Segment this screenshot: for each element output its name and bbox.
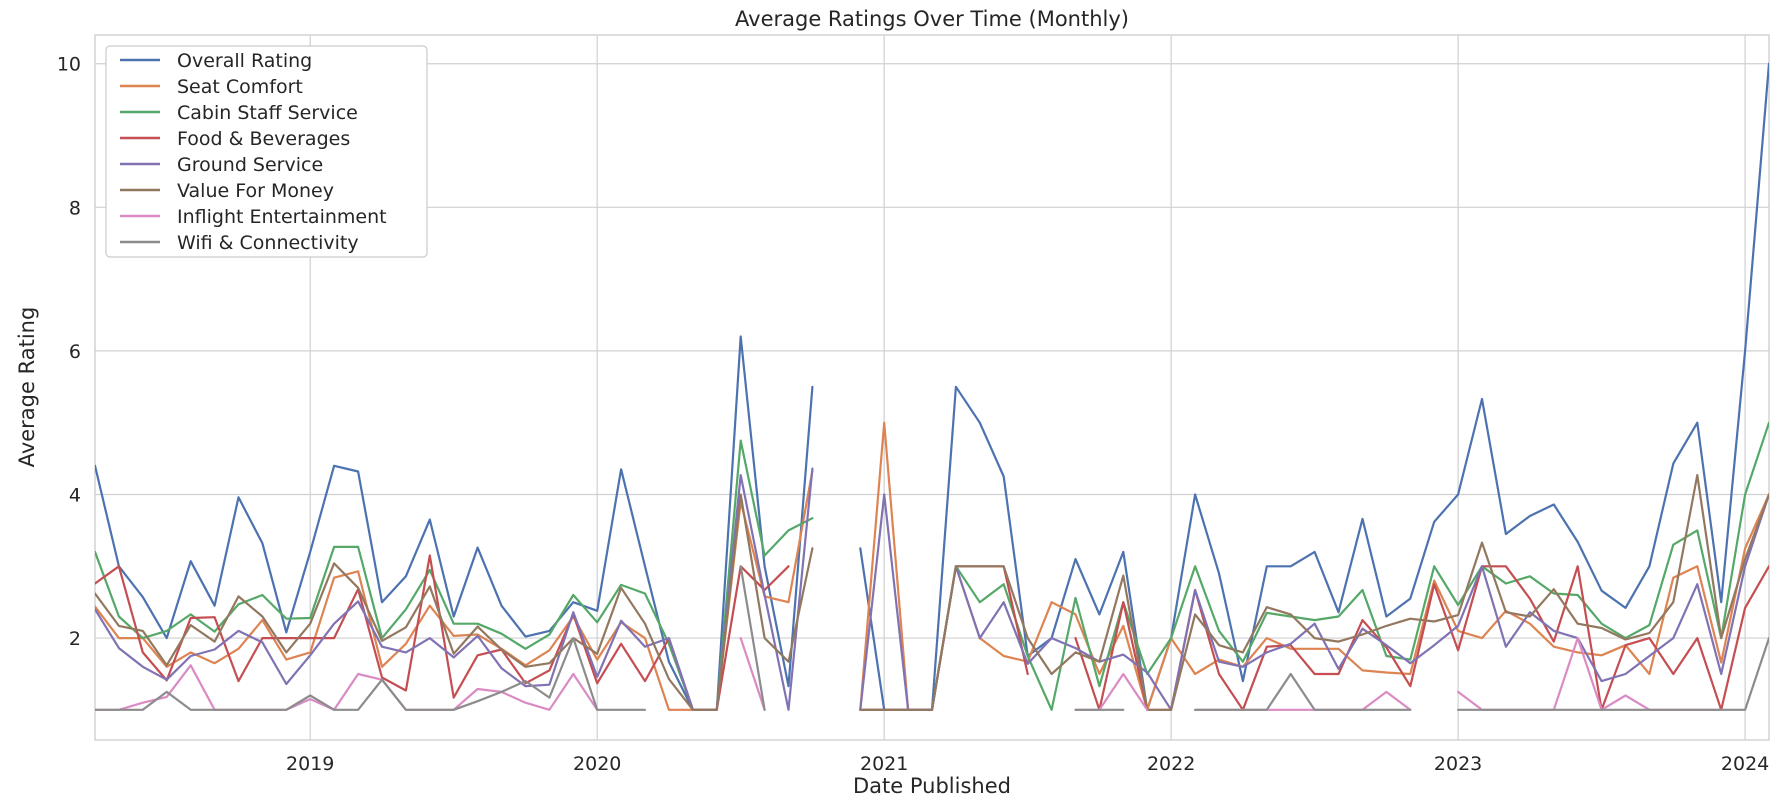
y-tick-label: 10 <box>57 54 81 76</box>
y-tick-label: 8 <box>69 197 81 219</box>
series-line-value-for-money <box>95 474 1769 711</box>
series-line-wifi-connectivity <box>95 565 1769 711</box>
x-tick-label: 2023 <box>1434 753 1482 775</box>
x-axis-label: Date Published <box>853 774 1011 798</box>
series-line-cabin-staff-service <box>95 421 1769 711</box>
legend-label-value-for-money: Value For Money <box>177 180 334 202</box>
legend-label-cabin-staff-service: Cabin Staff Service <box>177 102 358 124</box>
x-tick-label: 2019 <box>286 753 334 775</box>
x-tick-label: 2021 <box>860 753 908 775</box>
series-line-ground-service <box>95 467 1769 711</box>
y-tick-label: 4 <box>69 484 81 506</box>
series-lines <box>95 62 1769 711</box>
plot-frame <box>94 34 1770 741</box>
legend-label-overall-rating: Overall Rating <box>177 50 312 72</box>
chart-title: Average Ratings Over Time (Monthly) <box>735 7 1129 31</box>
y-tick-label: 6 <box>69 341 81 363</box>
y-tick-label: 2 <box>69 628 81 650</box>
series-line-seat-comfort <box>95 421 1769 711</box>
legend-label-wifi-connectivity: Wifi & Connectivity <box>177 232 359 254</box>
y-axis-label: Average Rating <box>15 307 39 468</box>
x-tick-label: 2020 <box>573 753 621 775</box>
legend-label-seat-comfort: Seat Comfort <box>177 76 303 98</box>
legend: Overall Rating Seat Comfort Cabin Staff Se… <box>105 45 428 258</box>
series-line-inflight-entertainment <box>95 637 1723 711</box>
legend-label-ground-service: Ground Service <box>177 154 323 176</box>
legend-label-inflight-entertainment: Inflight Entertainment <box>177 206 387 228</box>
legend-box <box>105 45 428 258</box>
x-tick-label: 2024 <box>1721 753 1769 775</box>
x-tick-label: 2022 <box>1147 753 1195 775</box>
axis-ticks: 2 4 6 8 10 2019 2020 2021 2022 2023 2024 <box>57 54 1769 775</box>
series-line-food-beverages <box>95 554 1769 711</box>
legend-label-food-beverages: Food & Beverages <box>177 128 350 150</box>
